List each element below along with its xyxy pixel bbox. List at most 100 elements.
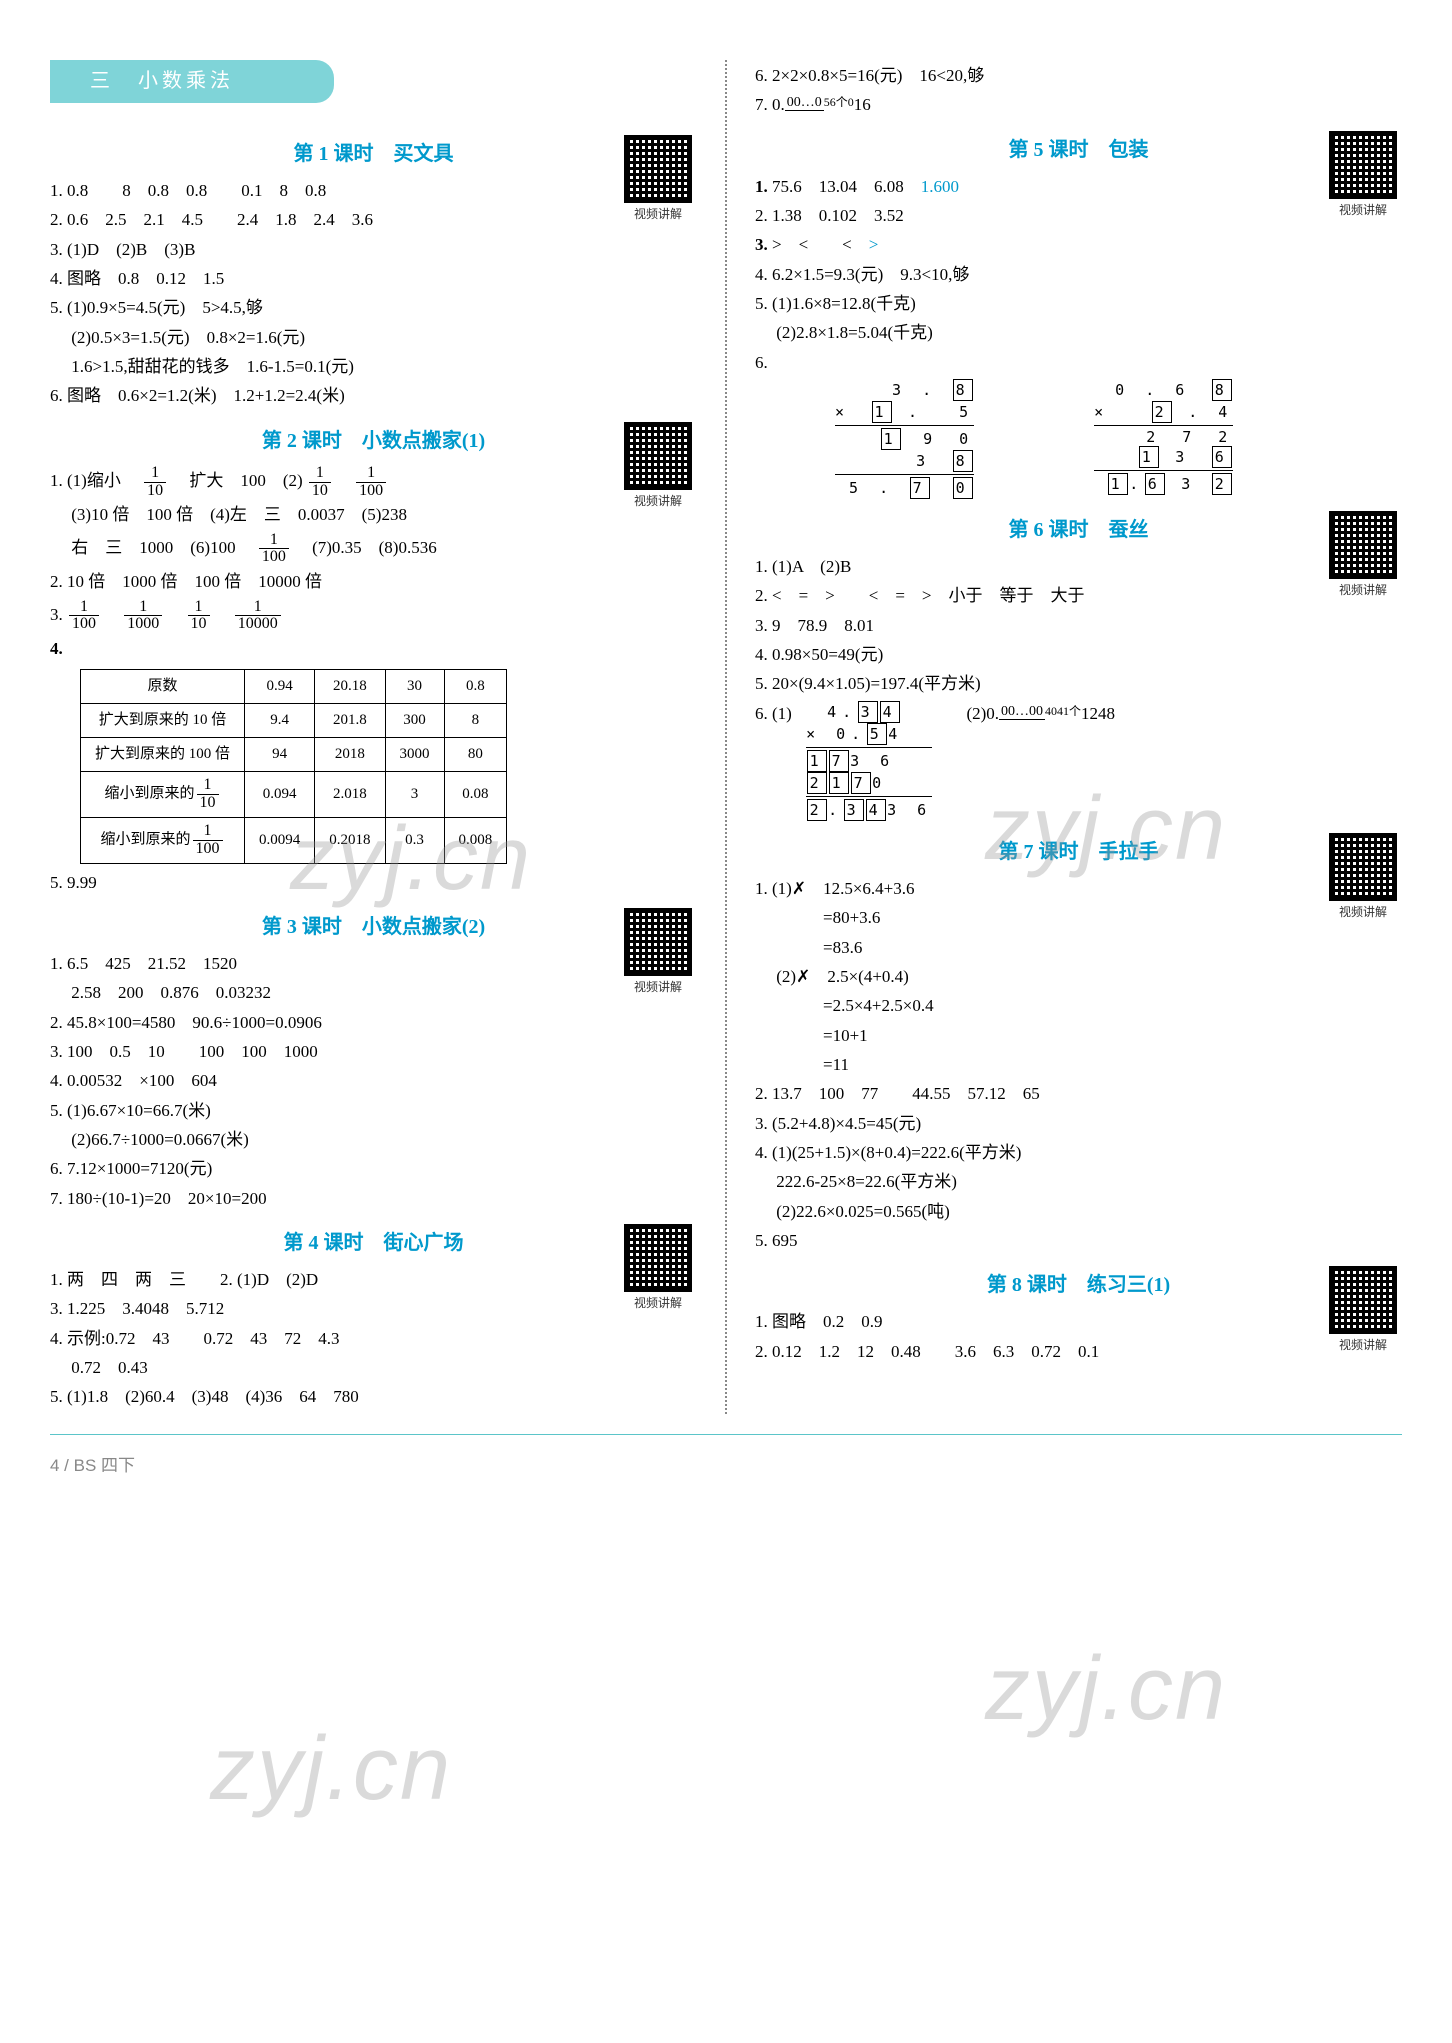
qr-l6: 视频讲解: [1324, 511, 1402, 600]
td: 2018: [315, 738, 385, 772]
lesson-5: 第 5 课时 包装 视频讲解 1. 75.6 13.04 6.08 1.600 …: [755, 135, 1402, 499]
lesson-1: 第 1 课时 买文具 视频讲解 1. 0.8 8 0.8 0.8 0.1 8 0…: [50, 139, 697, 410]
lesson-8: 第 8 课时 练习三(1) 视频讲解 1. 图略 0.2 0.9 2. 0.12…: [755, 1270, 1402, 1365]
lesson-7: 第 7 课时 手拉手 视频讲解 1. (1)✗ 12.5×6.4+3.6 =80…: [755, 837, 1402, 1254]
frac: 1100: [191, 823, 225, 858]
lesson-1-title: 第 1 课时 买文具: [50, 139, 697, 170]
l4-4b: 0.72 0.43: [50, 1355, 697, 1381]
l5-3: 3. > < < >: [755, 232, 1402, 258]
td: 扩大到原来的 100 倍: [81, 738, 245, 772]
l1-3: 3. (1)D (2)B (3)B: [50, 237, 697, 263]
txt: 缩小到原来的: [101, 832, 191, 848]
l2-1: 1. (1)缩小 110 扩大 100 (2) 110 1100: [50, 465, 697, 500]
l5-5b: (2)2.8×1.8=5.04(千克): [755, 320, 1402, 346]
txt: 16: [854, 95, 871, 114]
txt: (2)0.: [966, 704, 999, 723]
l6-4: 4. 0.98×50=49(元): [755, 642, 1402, 668]
lesson-8-title: 第 8 课时 练习三(1): [755, 1270, 1402, 1301]
qr-label: 视频讲解: [619, 492, 697, 511]
td: 0.08: [444, 772, 507, 818]
l3-2: 2. 45.8×100=4580 90.6÷1000=0.0906: [50, 1010, 697, 1036]
qr-label: 视频讲解: [619, 1294, 697, 1313]
l3-1b: 2.58 200 0.876 0.03232: [50, 980, 697, 1006]
frac-1-10: 110: [307, 465, 333, 500]
txt: 1248: [1081, 704, 1115, 723]
l7-1e: =2.5×4+2.5×0.4: [755, 993, 1402, 1019]
td: 2.018: [315, 772, 385, 818]
qr-l5: 视频讲解: [1324, 131, 1402, 220]
qr-l1: 视频讲解: [619, 135, 697, 224]
l7-4b: 222.6-25×8=22.6(平方米): [755, 1169, 1402, 1195]
l7-2: 2. 13.7 100 77 44.55 57.12 65: [755, 1081, 1402, 1107]
l7-1c: =83.6: [755, 935, 1402, 961]
l2-1d-a: 右 三 1000 (6)100: [50, 538, 253, 557]
watermark: zyj.cn: [985, 1620, 1227, 1760]
lesson-7-title: 第 7 课时 手拉手: [755, 837, 1402, 868]
l7-1g: =11: [755, 1052, 1402, 1078]
l1-5b: (2)0.5×3=1.5(元) 0.8×2=1.6(元): [50, 325, 697, 351]
l8-2: 2. 0.12 1.2 12 0.48 3.6 6.3 0.72 0.1: [755, 1339, 1402, 1365]
txt: 缩小到原来的: [105, 786, 195, 802]
qr-label: 视频讲解: [1324, 201, 1402, 220]
td: 201.8: [315, 703, 385, 737]
td: 3: [385, 772, 444, 818]
l4-5: 5. (1)1.8 (2)60.4 (3)48 (4)36 64 780: [50, 1384, 697, 1410]
l2-3: 3. 1100 11000 110 110000: [50, 599, 697, 634]
l4-6: 6. 2×2×0.8×5=16(元) 16<20,够: [755, 63, 1402, 89]
txt: 00…00: [999, 704, 1045, 720]
qr-l7: 视频讲解: [1324, 833, 1402, 922]
l3-6: 6. 7.12×1000=7120(元): [50, 1156, 697, 1182]
qr-icon: [1329, 833, 1397, 901]
l1-6: 6. 图略 0.6×2=1.2(米) 1.2+1.2=2.4(米): [50, 383, 697, 409]
l7-1d: (2)✗ 2.5×(4+0.4): [755, 964, 1402, 990]
l3-4: 4. 0.00532 ×100 604: [50, 1068, 697, 1094]
td: 0.2018: [315, 817, 385, 863]
lesson-2: 第 2 课时 小数点搬家(1) 视频讲解 1. (1)缩小 110 扩大 100…: [50, 426, 697, 896]
l6-6: 6. (1) 4.34 × 0.54 173 6 2170 2.343 6 (2…: [755, 701, 1402, 821]
txt: 00…0: [785, 95, 824, 111]
vmul-3: 4.34 × 0.54 173 6 2170 2.343 6: [806, 701, 932, 821]
qr-icon: [1329, 131, 1397, 199]
vertical-mult: 3 . 8 × 1 . 5 1 9 0 3 8 5 . 7 0 0 . 6 8 …: [755, 379, 1402, 499]
l7-4a: 4. (1)(25+1.5)×(8+0.4)=222.6(平方米): [755, 1140, 1402, 1166]
td: 0.094: [245, 772, 315, 818]
l7-1b: =80+3.6: [755, 905, 1402, 931]
watermark: zyj.cn: [210, 1700, 452, 1840]
qr-label: 视频讲解: [1324, 903, 1402, 922]
qr-label: 视频讲解: [619, 978, 697, 997]
l1-5c: 1.6>1.5,甜甜花的钱多 1.6-1.5=0.1(元): [50, 354, 697, 380]
th: 0.94: [245, 669, 315, 703]
l4-1: 1. 两 四 两 三 2. (1)D (2)D: [50, 1267, 697, 1293]
td: 缩小到原来的1100: [81, 817, 245, 863]
l6-6b: (2)0.00…004041个1248: [966, 701, 1115, 727]
l7-1f: =10+1: [755, 1023, 1402, 1049]
l2-1d: 右 三 1000 (6)100 1100 (7)0.35 (8)0.536: [50, 532, 697, 567]
l7-1: 1. (1)✗ 12.5×6.4+3.6: [755, 876, 1402, 902]
td: 0.3: [385, 817, 444, 863]
l6-5: 5. 20×(9.4×1.05)=197.4(平方米): [755, 671, 1402, 697]
l2-table: 原数 0.94 20.18 30 0.8 扩大到原来的 10 倍 9.4 201…: [80, 669, 507, 864]
l3-1: 1. 6.5 425 21.52 1520: [50, 951, 697, 977]
qr-label: 视频讲解: [619, 205, 697, 224]
td: 8: [444, 703, 507, 737]
l6-2: 2. < = > < = > 小于 等于 大于: [755, 583, 1402, 609]
l2-3pre: 3.: [50, 605, 67, 624]
l6-1: 1. (1)A (2)B: [755, 554, 1402, 580]
qr-l3: 视频讲解: [619, 908, 697, 997]
frac: 110000: [233, 599, 283, 634]
qr-icon: [1329, 511, 1397, 579]
l1-4: 4. 图略 0.8 0.12 1.5: [50, 266, 697, 292]
th: 原数: [81, 669, 245, 703]
lesson-3-title: 第 3 课时 小数点搬家(2): [50, 912, 697, 943]
lesson-5-title: 第 5 课时 包装: [755, 135, 1402, 166]
l6-3: 3. 9 78.9 8.01: [755, 613, 1402, 639]
txt: 7. 0.: [755, 95, 785, 114]
td: 0.008: [444, 817, 507, 863]
l2-5: 5. 9.99: [50, 870, 697, 896]
qr-icon: [624, 1224, 692, 1292]
l5-1: 1. 75.6 13.04 6.08 1.600: [755, 174, 1402, 200]
frac-1-100: 1100: [354, 465, 388, 500]
l5-2: 2. 1.38 0.102 3.52: [755, 203, 1402, 229]
frac: 11000: [122, 599, 164, 634]
hl: 1.600: [921, 177, 959, 196]
